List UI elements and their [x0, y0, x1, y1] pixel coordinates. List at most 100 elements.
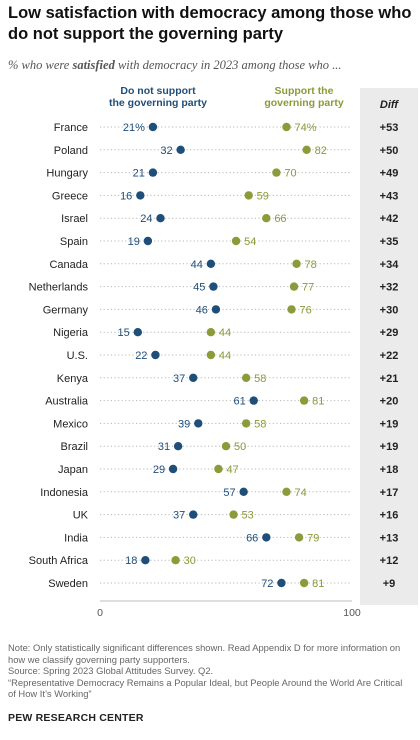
diff-value: +49 [380, 168, 399, 180]
diff-value: +22 [380, 350, 399, 362]
dot-support [206, 350, 216, 360]
value-label-support: 74% [294, 122, 316, 134]
country-label: Indonesia [40, 487, 89, 499]
source-text: Source: Spring 2023 Global Attitudes Sur… [8, 665, 214, 677]
diff-value: +53 [380, 122, 399, 134]
dot-support [272, 168, 281, 177]
dot-not-support [194, 419, 203, 428]
value-label-support: 81 [312, 396, 324, 408]
value-label-not-support: 44 [191, 259, 203, 271]
value-label-support: 82 [315, 145, 327, 157]
country-label: UK [73, 510, 89, 522]
dot-support [214, 464, 223, 474]
value-label-not-support: 29 [153, 464, 165, 476]
legend-support-line-1: Support the [275, 85, 334, 97]
dot-not-support [206, 259, 216, 268]
value-label-support: 81 [312, 578, 324, 590]
x-tick-label: 100 [343, 607, 361, 619]
dot-support [302, 145, 311, 154]
dot-support [244, 191, 253, 200]
value-label-not-support: 37 [173, 510, 185, 522]
country-label: Kenya [57, 373, 89, 385]
dot-not-support [209, 282, 218, 291]
legend-support-line-2: governing party [264, 97, 344, 109]
diff-value: +30 [380, 304, 399, 316]
dot-support [294, 533, 304, 542]
dot-not-support [211, 305, 221, 314]
value-label-not-support: 32 [160, 145, 172, 157]
value-label-not-support: 66 [246, 532, 258, 544]
country-label: Brazil [60, 441, 88, 453]
country-label: Japan [58, 464, 88, 476]
diff-value: +16 [380, 510, 399, 522]
dot-not-support [239, 487, 248, 496]
country-label: Germany [43, 304, 89, 316]
dot-support [299, 578, 309, 588]
dot-not-support [141, 556, 150, 565]
value-label-not-support: 37 [173, 373, 185, 385]
diff-value: +35 [380, 236, 399, 248]
country-label: Spain [60, 236, 88, 248]
country-label: South Africa [29, 555, 89, 567]
dot-not-support [189, 373, 198, 382]
dot-not-support [151, 350, 160, 360]
value-label-support: 54 [244, 236, 256, 248]
dot-not-support [189, 510, 198, 519]
country-label: India [64, 532, 89, 544]
dot-support [287, 305, 296, 314]
value-label-support: 59 [257, 190, 269, 202]
diff-value: +19 [380, 418, 399, 430]
value-label-support: 74 [294, 487, 306, 499]
report-text: “Representative Democracy Remains a Popu… [8, 676, 403, 700]
country-label: U.S. [67, 350, 88, 362]
subtitle-suffix: with democracy in 2023 among those who .… [114, 58, 342, 72]
dot-not-support [168, 464, 178, 474]
diff-value: +13 [380, 532, 399, 544]
dot-support [299, 396, 309, 405]
dot-support [289, 282, 299, 291]
value-label-support: 50 [234, 441, 246, 453]
diff-value: +17 [380, 487, 399, 499]
value-label-not-support: 16 [120, 190, 132, 202]
x-tick-label: 0 [97, 607, 103, 619]
country-label: Poland [54, 145, 88, 157]
value-label-not-support: 72 [261, 578, 273, 590]
legend-not-support-line-1: Do not support [120, 85, 196, 97]
diff-value: +34 [380, 259, 400, 271]
dot-support [229, 510, 238, 519]
diff-value: +29 [380, 327, 399, 339]
value-label-not-support: 46 [196, 304, 208, 316]
subtitle-prefix: % who were [8, 58, 73, 72]
value-label-not-support: 19 [128, 236, 140, 248]
value-label-support: 47 [226, 464, 238, 476]
diff-column-bg [360, 88, 418, 605]
value-label-not-support: 21 [133, 168, 145, 180]
country-label: Mexico [53, 418, 88, 430]
country-label: Sweden [48, 578, 88, 590]
value-label-support: 70 [284, 168, 296, 180]
country-label: Australia [45, 396, 89, 408]
dot-not-support [249, 396, 258, 405]
dot-support [292, 259, 301, 268]
diff-value: +32 [380, 282, 399, 294]
country-label: Greece [52, 190, 88, 202]
dot-support [221, 442, 231, 451]
diff-value: +21 [380, 373, 399, 385]
dot-not-support [148, 122, 158, 132]
value-label-support: 44 [219, 327, 231, 339]
legend-not-support-line-2: the governing party [109, 97, 207, 109]
dot-not-support [133, 328, 142, 337]
value-label-not-support: 45 [193, 282, 205, 294]
diff-value: +12 [380, 555, 399, 567]
chart-subtitle: % who were satisfied with democracy in 2… [8, 58, 412, 73]
diff-header: Diff [380, 99, 399, 111]
dot-not-support [156, 214, 165, 223]
value-label-not-support: 61 [233, 396, 245, 408]
value-label-not-support: 57 [223, 487, 235, 499]
value-label-support: 66 [274, 213, 286, 225]
value-label-not-support: 21% [123, 122, 145, 134]
diff-value: +9 [383, 578, 396, 590]
value-label-support: 30 [184, 555, 196, 567]
value-label-not-support: 15 [118, 327, 130, 339]
